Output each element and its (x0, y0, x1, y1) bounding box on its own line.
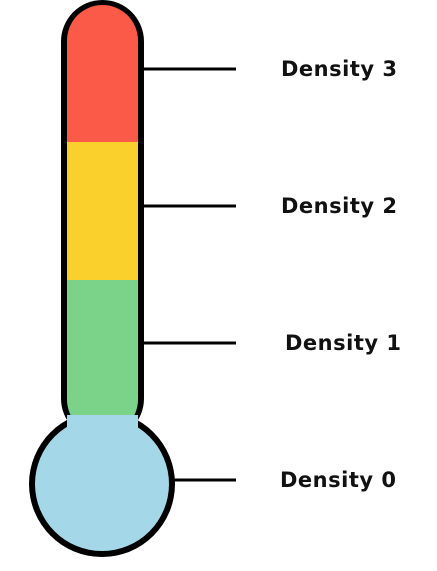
label-density-0: Density 0 (280, 468, 397, 492)
label-density-2: Density 2 (281, 194, 398, 218)
leader-lines (141, 67, 236, 482)
label-density-1: Density 1 (285, 331, 402, 355)
segment-density-3 (67, 5, 138, 142)
bulb-neck-fill (67, 415, 138, 445)
bulb-density-0 (35, 417, 169, 551)
label-density-3: Density 3 (281, 57, 398, 81)
segment-density-2 (67, 142, 138, 280)
segment-density-1 (67, 280, 138, 418)
